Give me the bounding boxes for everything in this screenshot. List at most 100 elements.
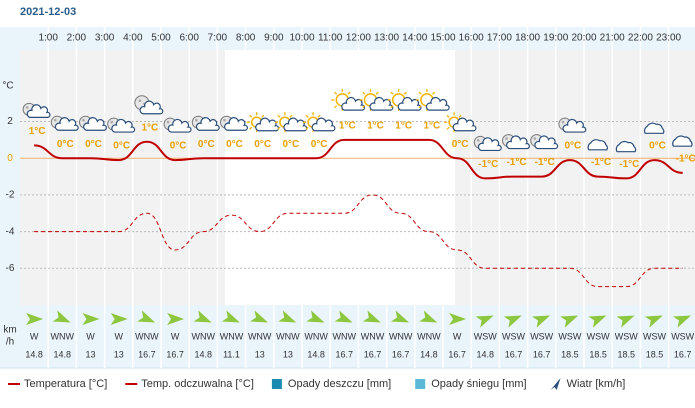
wind-direction: WSW — [558, 331, 581, 341]
wind-direction: WNW — [361, 331, 385, 341]
wind-arrow — [475, 315, 494, 328]
hour-label: 11:00 — [318, 33, 343, 44]
wind-direction: WNW — [417, 331, 441, 341]
cloud — [83, 117, 107, 131]
wind-arrow — [391, 310, 410, 323]
hour-label: 6:00 — [179, 33, 199, 44]
hour-label: 1:00 — [38, 33, 58, 44]
wind-arrow — [449, 313, 467, 325]
temp-label: -1°C — [478, 159, 498, 170]
y-axis-label: °C — [2, 81, 13, 92]
wind-speed: 18.5 — [618, 349, 636, 359]
wind-arrow — [278, 310, 297, 323]
wind-arrow — [673, 315, 692, 328]
weather-icon — [587, 139, 608, 151]
sun-ray — [362, 91, 366, 95]
wind-direction: WNW — [333, 331, 357, 341]
hour-label: 3:00 — [95, 33, 115, 44]
wind-direction: WNW — [389, 331, 413, 341]
cloud — [506, 135, 530, 150]
wind-arrow — [334, 310, 353, 323]
sun-ray — [390, 105, 394, 109]
moon-spot — [477, 139, 480, 142]
wind-speed: 16.7 — [505, 349, 523, 359]
wind-direction: WNW — [192, 331, 216, 341]
wind-speed: 16.7 — [674, 349, 692, 359]
moon-spot — [25, 106, 29, 109]
cloud — [26, 104, 51, 118]
moon-spot — [82, 118, 85, 122]
temp-label: 1°C — [339, 121, 356, 132]
wind-direction: W — [114, 331, 123, 341]
temp-label: -1°C — [591, 157, 611, 168]
cloud — [425, 96, 450, 111]
cloud — [195, 117, 220, 131]
moon-spot — [505, 137, 508, 140]
sun-ray — [317, 114, 321, 118]
hour-label: 7:00 — [208, 33, 228, 44]
weather-icon — [615, 140, 637, 153]
wind-arrow — [221, 310, 240, 323]
cloud — [111, 118, 136, 133]
wind-speed: 13 — [85, 349, 95, 359]
legend-swatch — [271, 379, 282, 389]
sun-ray — [334, 105, 338, 109]
legend-label: Temp. odczuwalna [°C] — [141, 378, 254, 390]
temp-label: 0°C — [57, 139, 74, 150]
wind-direction: WSW — [587, 331, 610, 341]
sun-ray — [362, 105, 366, 109]
weather-icon — [643, 122, 665, 134]
hour-label: 2:00 — [67, 33, 87, 44]
wind-speed: 16.7 — [364, 349, 382, 359]
weather-icon — [191, 115, 220, 131]
hour-label: 21:00 — [600, 33, 625, 44]
cloud — [643, 122, 665, 134]
cloud — [452, 117, 477, 132]
weather-icon — [163, 117, 192, 133]
temp-label: 0°C — [565, 141, 582, 152]
hour-label: 10:00 — [289, 33, 314, 44]
sun-ray — [305, 114, 309, 118]
wind-speed: 16.7 — [336, 349, 354, 359]
sun-ray — [446, 126, 450, 130]
wind-speed: 14.8 — [307, 349, 325, 359]
sun-ray — [375, 91, 379, 95]
wind-arrow — [306, 310, 325, 323]
y-tick-label: -4 — [6, 226, 15, 237]
wind-arrow — [137, 310, 156, 323]
weather-icon — [246, 112, 280, 133]
sun-ray — [261, 114, 265, 118]
sun-ray — [390, 91, 394, 95]
weather-icon — [134, 95, 164, 115]
night-bg — [20, 50, 225, 305]
legend-label: Temperatura [°C] — [24, 378, 107, 390]
wind-speed: 14.8 — [420, 349, 438, 359]
temp-label: 0°C — [254, 139, 271, 150]
wind-speed: 13 — [255, 349, 265, 359]
hour-label: 23:00 — [656, 33, 681, 44]
sun-ray — [418, 105, 422, 109]
weather-icon — [473, 135, 502, 152]
wind-speed: 13 — [283, 349, 293, 359]
sun-ray — [249, 126, 253, 130]
wind-arrow — [26, 313, 44, 325]
wind-arrow — [193, 310, 212, 323]
moon-spot — [110, 120, 113, 124]
weather-icon — [558, 117, 587, 133]
temp-label: 0°C — [283, 139, 300, 150]
wind-direction: WNW — [51, 331, 75, 341]
temp-label: 0°C — [649, 141, 666, 152]
wind-speed: 18.5 — [646, 349, 664, 359]
wind-speed: 16.7 — [166, 349, 184, 359]
sun-ray — [305, 126, 309, 130]
cloud — [672, 135, 693, 147]
temp-label: -1°C — [676, 154, 695, 165]
wind-arrow — [503, 315, 522, 328]
cloud — [562, 118, 587, 133]
hour-label: 22:00 — [628, 33, 653, 44]
moon-spot — [195, 118, 198, 122]
wind-speed: 14.8 — [54, 349, 72, 359]
y-tick-label: 0 — [7, 153, 13, 164]
date: 2021-12-03 — [20, 6, 76, 18]
